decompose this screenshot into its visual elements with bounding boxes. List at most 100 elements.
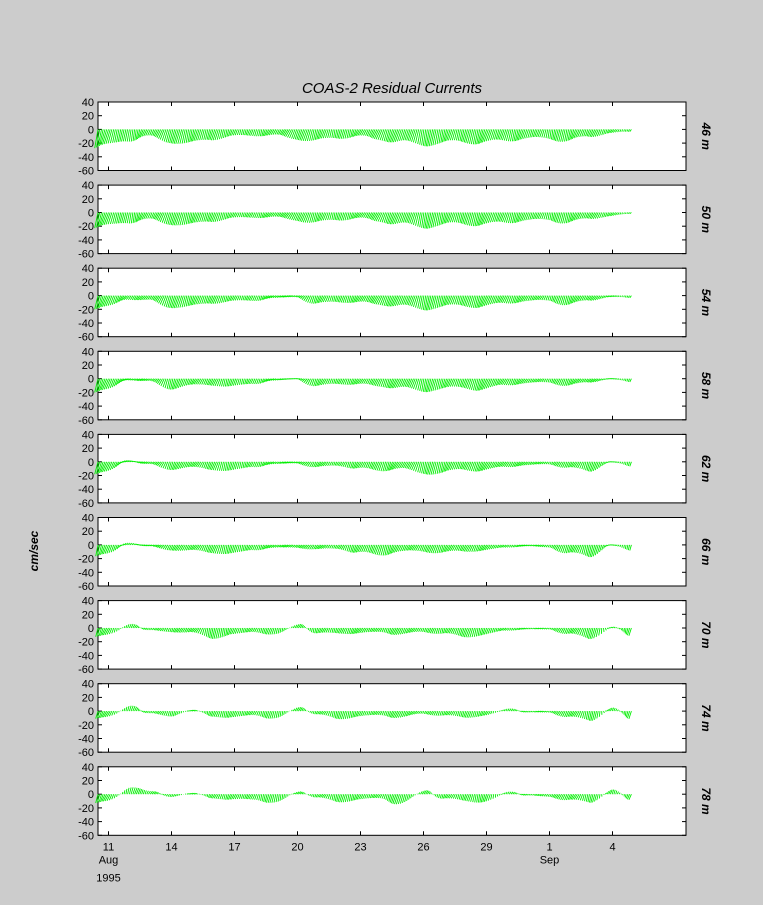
y-tick-label: -60 [78, 498, 94, 510]
y-tick-label: 20 [82, 692, 94, 704]
y-tick-label: 40 [82, 263, 94, 275]
y-tick-label: -20 [78, 138, 94, 150]
stick [624, 296, 625, 298]
stick [117, 794, 118, 797]
stick [196, 710, 197, 711]
y-tick-label: -60 [78, 249, 94, 261]
depth-label: 58 m [699, 372, 713, 400]
stick [181, 794, 182, 795]
y-tick-label: 20 [82, 360, 94, 372]
y-tick-label: -20 [78, 720, 94, 732]
y-tick-label: 0 [88, 457, 94, 469]
y-tick-label: 40 [82, 97, 94, 109]
stick [616, 628, 617, 629]
y-tick-label: -60 [78, 747, 94, 759]
depth-label: 62 m [699, 455, 713, 483]
stick [605, 379, 607, 380]
stick [434, 794, 435, 795]
depth-label: 70 m [699, 621, 713, 649]
y-tick-label: -40 [78, 734, 94, 746]
y-tick-label: -40 [78, 401, 94, 413]
stick [604, 628, 605, 632]
y-tick-label: 0 [88, 623, 94, 635]
stick [308, 711, 309, 712]
y-tick-label: 20 [82, 776, 94, 788]
panel-frame [98, 601, 686, 670]
x-tick-label: 14 [165, 841, 177, 853]
stick [122, 628, 123, 629]
y-tick-label: 20 [82, 111, 94, 123]
stick [286, 794, 287, 798]
y-tick-label: 40 [82, 596, 94, 608]
y-tick-label: -40 [78, 318, 94, 330]
x-tick-label: 1 [546, 841, 552, 853]
y-tick-label: -40 [78, 484, 94, 496]
stick [615, 462, 617, 463]
y-tick-label: 20 [82, 609, 94, 621]
y-tick-label: -20 [78, 221, 94, 233]
x-tick-label: 17 [228, 841, 240, 853]
stick [624, 213, 625, 215]
depth-label: 50 m [699, 206, 713, 234]
y-tick-label: 40 [82, 180, 94, 192]
depth-label: 54 m [699, 289, 713, 317]
depth-label: 78 m [699, 787, 713, 815]
stick [181, 711, 182, 713]
y-tick-label: 0 [88, 124, 94, 136]
chart-title: COAS-2 Residual Currents [302, 80, 483, 97]
x-month-label: Aug [99, 854, 119, 866]
y-tick-label: 20 [82, 443, 94, 455]
stick [122, 709, 123, 711]
stick [286, 711, 287, 714]
stick [122, 792, 123, 794]
y-tick-label: -60 [78, 166, 94, 178]
depth-label: 74 m [699, 704, 713, 732]
y-tick-label: 40 [82, 679, 94, 691]
stick [501, 711, 502, 712]
y-tick-label: -40 [78, 567, 94, 579]
stick [187, 794, 189, 795]
stick [117, 628, 118, 631]
stick [615, 379, 617, 380]
y-tick-label: 40 [82, 346, 94, 358]
y-tick-label: -60 [78, 415, 94, 427]
y-tick-label: 0 [88, 706, 94, 718]
stick [286, 628, 287, 630]
y-tick-label: -20 [78, 471, 94, 483]
stick [142, 711, 143, 712]
y-tick-label: -60 [78, 830, 94, 842]
x-month-label: Sep [540, 854, 560, 866]
y-tick-label: -20 [78, 637, 94, 649]
y-tick-label: 20 [82, 526, 94, 538]
y-tick-label: 20 [82, 277, 94, 289]
y-tick-label: 0 [88, 291, 94, 303]
stick [197, 794, 198, 795]
y-tick-label: -40 [78, 817, 94, 829]
y-tick-label: -40 [78, 235, 94, 247]
y-tick-label: -60 [78, 332, 94, 344]
y-tick-label: -20 [78, 554, 94, 566]
y-tick-label: -40 [78, 650, 94, 662]
y-tick-label: -40 [78, 152, 94, 164]
y-tick-label: -60 [78, 581, 94, 593]
y-tick-label: 40 [82, 762, 94, 774]
y-tick-label: -60 [78, 664, 94, 676]
y-axis-label: cm/sec [27, 530, 41, 571]
y-tick-label: 40 [82, 513, 94, 525]
stick [431, 793, 432, 795]
x-tick-label: 26 [417, 841, 429, 853]
x-tick-label: 11 [103, 841, 114, 853]
y-tick-label: -20 [78, 387, 94, 399]
